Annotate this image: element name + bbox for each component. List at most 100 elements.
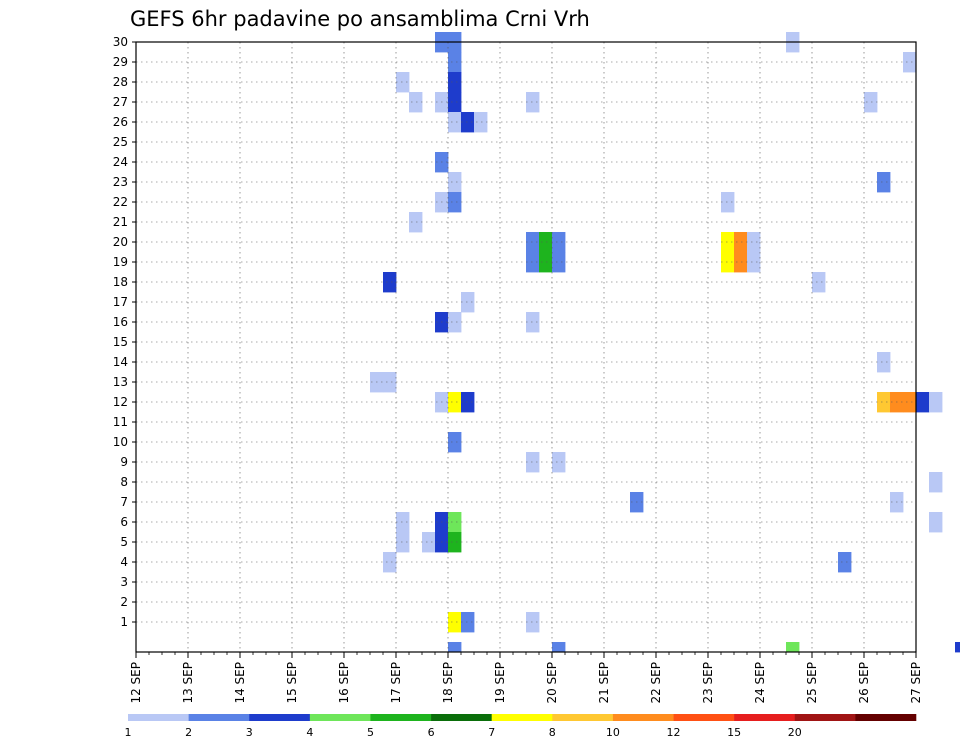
colorbar-segment xyxy=(249,714,311,721)
precip-cell xyxy=(448,642,462,653)
y-tick-label: 18 xyxy=(113,275,128,289)
precip-cell xyxy=(448,52,462,73)
y-tick-label: 19 xyxy=(113,255,128,269)
y-tick-label: 1 xyxy=(120,615,128,629)
y-tick-label: 11 xyxy=(113,415,128,429)
precip-cell xyxy=(422,532,436,553)
colorbar-segment xyxy=(552,714,614,721)
y-tick-label: 13 xyxy=(113,375,128,389)
precip-cell xyxy=(461,292,475,313)
x-tick-label: 26 SEP xyxy=(857,662,871,704)
x-tick-label: 15 SEP xyxy=(285,662,299,704)
y-tick-label: 10 xyxy=(113,435,128,449)
precip-cell xyxy=(461,612,475,633)
y-tick-label: 22 xyxy=(113,195,128,209)
y-tick-label: 25 xyxy=(113,135,128,149)
precip-cell xyxy=(526,312,540,333)
precip-cells xyxy=(370,32,960,653)
y-tick-label: 28 xyxy=(113,75,128,89)
precip-cell xyxy=(383,552,397,573)
precip-cell xyxy=(448,612,462,633)
precip-cell xyxy=(539,232,553,253)
precip-cell xyxy=(396,72,410,93)
colorbar-label: 15 xyxy=(727,726,741,739)
y-tick-label: 17 xyxy=(113,295,128,309)
colorbar-label: 3 xyxy=(246,726,253,739)
x-tick-label: 17 SEP xyxy=(389,662,403,704)
precip-cell xyxy=(526,452,540,473)
grid-lines xyxy=(136,41,916,652)
y-tick-label: 2 xyxy=(120,595,128,609)
y-tick-label: 26 xyxy=(113,115,128,129)
precip-cell xyxy=(448,172,462,193)
colorbar-label: 6 xyxy=(428,726,435,739)
colorbar-label: 20 xyxy=(788,726,802,739)
colorbar-segment xyxy=(794,714,856,721)
colorbar-label: 7 xyxy=(488,726,495,739)
colorbar-segment xyxy=(855,714,917,721)
precip-cell xyxy=(877,392,891,413)
x-tick-label: 22 SEP xyxy=(649,662,663,704)
precip-cell xyxy=(552,452,566,473)
precip-cell xyxy=(409,92,423,113)
precip-cell xyxy=(409,212,423,233)
x-tick-label: 20 SEP xyxy=(545,662,559,704)
colorbar-label: 12 xyxy=(667,726,681,739)
x-axis-ticks: 12 SEP 13 SEP 14 SEP 15 SEP 16 SEP 17 SEP 18 S… xyxy=(129,652,923,704)
precip-cell xyxy=(877,172,891,193)
precip-cell xyxy=(877,352,891,373)
precip-cell xyxy=(448,392,462,413)
precip-cell xyxy=(552,232,566,253)
x-tick-label: 21 SEP xyxy=(597,662,611,704)
colorbar-label: 1 xyxy=(125,726,132,739)
x-tick-label: 18 SEP xyxy=(441,662,455,704)
precip-cell xyxy=(448,532,462,553)
precip-cell xyxy=(383,372,397,393)
colorbar-label: 5 xyxy=(367,726,374,739)
y-tick-label: 29 xyxy=(113,55,128,69)
y-tick-label: 5 xyxy=(120,535,128,549)
precip-cell xyxy=(812,272,826,293)
precip-cell xyxy=(721,192,735,213)
precip-cell xyxy=(955,642,960,653)
y-tick-label: 24 xyxy=(113,155,128,169)
colorbar-segment xyxy=(734,714,796,721)
y-tick-label: 15 xyxy=(113,335,128,349)
precip-cell xyxy=(929,472,943,493)
y-tick-label: 4 xyxy=(120,555,128,569)
precip-cell xyxy=(526,92,540,113)
colorbar-label: 10 xyxy=(606,726,620,739)
precip-cell xyxy=(526,612,540,633)
x-tick-label: 13 SEP xyxy=(181,662,195,704)
precip-cell xyxy=(448,192,462,213)
precip-cell xyxy=(526,232,540,253)
precip-cell xyxy=(929,392,943,413)
colorbar-segment xyxy=(370,714,432,721)
colorbar-segment xyxy=(188,714,250,721)
x-tick-label: 24 SEP xyxy=(753,662,767,704)
x-tick-label: 23 SEP xyxy=(701,662,715,704)
x-tick-label: 16 SEP xyxy=(337,662,351,704)
y-tick-label: 30 xyxy=(113,35,128,49)
colorbar-segment xyxy=(309,714,371,721)
y-tick-label: 3 xyxy=(120,575,128,589)
precip-cell xyxy=(916,392,930,413)
y-axis-ticks: 1234567891011121314151617181920212223242… xyxy=(113,35,136,629)
y-tick-label: 16 xyxy=(113,315,128,329)
precip-cell xyxy=(448,92,462,113)
x-tick-label: 12 SEP xyxy=(129,662,143,704)
y-tick-label: 14 xyxy=(113,355,128,369)
precip-cell xyxy=(929,512,943,533)
precip-cell xyxy=(864,92,878,113)
precip-cell xyxy=(747,252,761,273)
precip-cell xyxy=(786,642,800,653)
precip-cell xyxy=(383,272,397,293)
precip-cell xyxy=(838,552,852,573)
precip-cell xyxy=(552,642,566,653)
y-tick-label: 6 xyxy=(120,515,128,529)
x-tick-label: 14 SEP xyxy=(233,662,247,704)
precip-cell xyxy=(396,532,410,553)
precip-cell xyxy=(448,432,462,453)
precip-cell xyxy=(461,112,475,133)
